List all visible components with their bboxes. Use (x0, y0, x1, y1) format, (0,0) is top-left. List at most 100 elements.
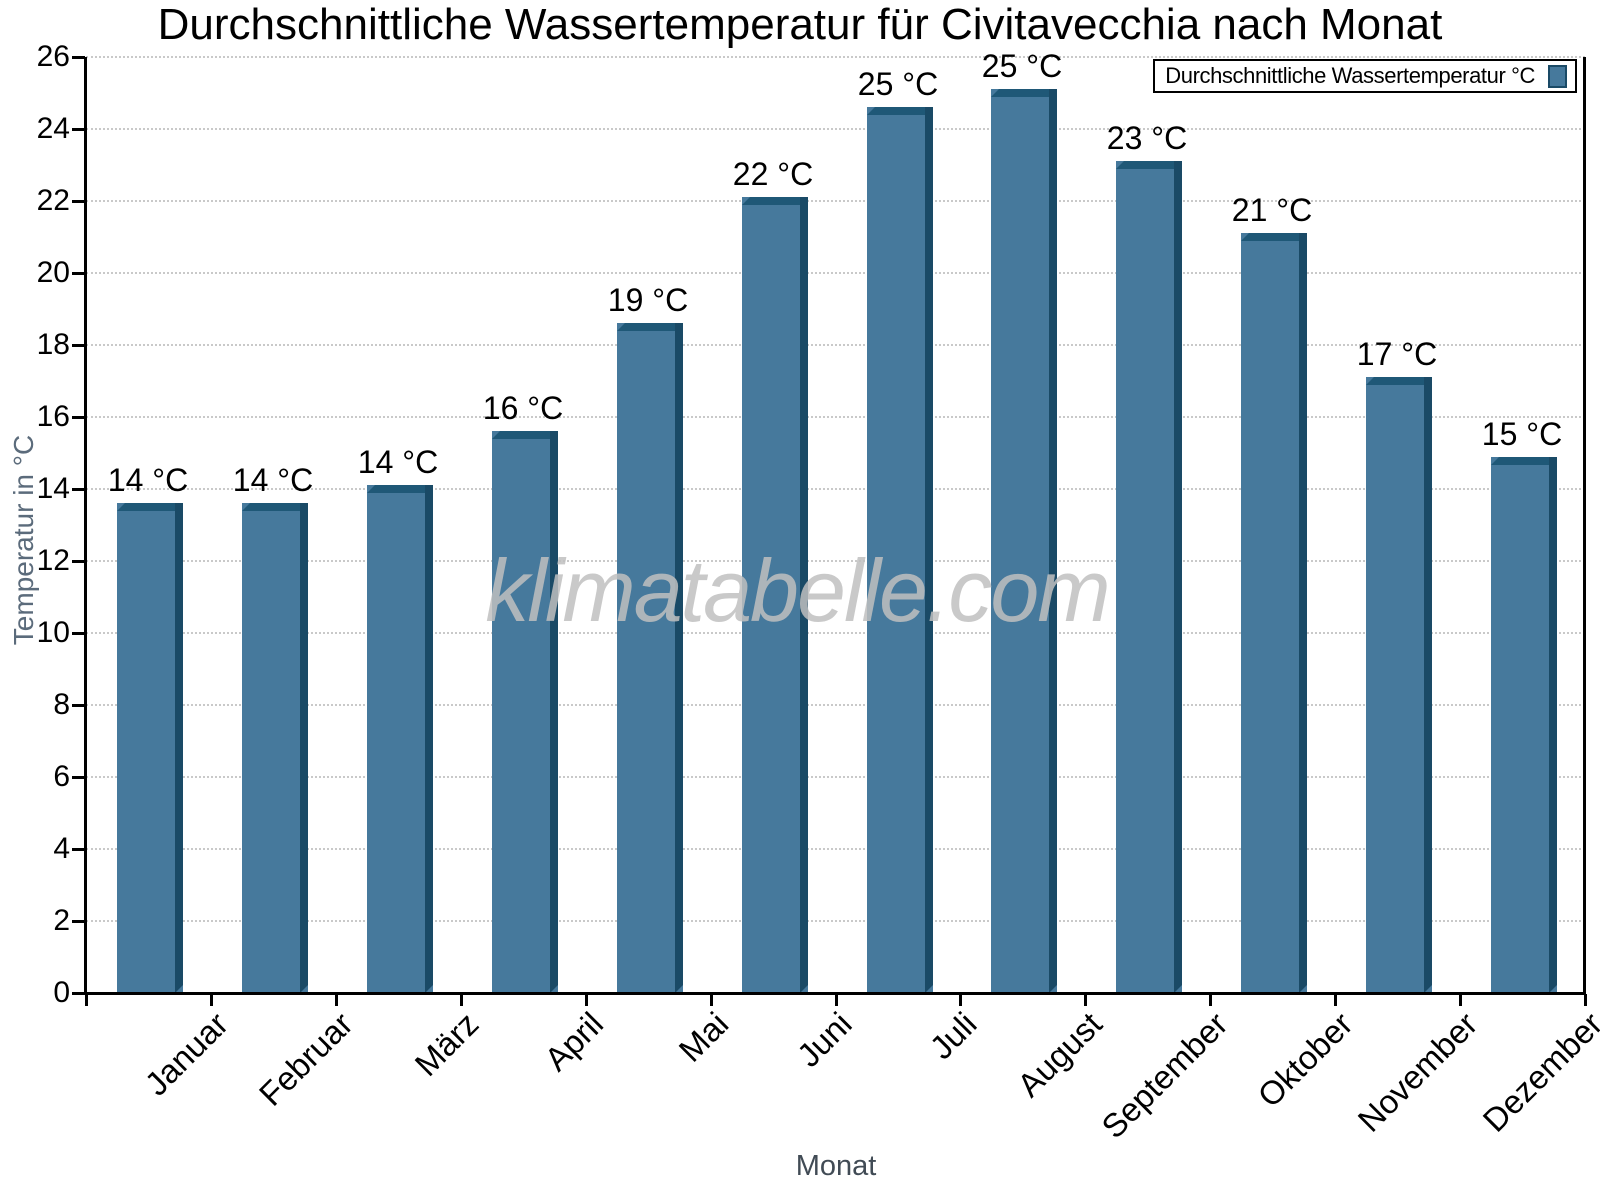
bar-top-edge (742, 197, 808, 205)
bar-right-edge (925, 107, 933, 993)
bar-value-label-oktober: 21 °C (1231, 192, 1313, 228)
y-tick-16 (72, 416, 85, 419)
x-axis-label-august: August (1010, 1005, 1110, 1104)
x-tick-10 (1334, 994, 1337, 1006)
gridline-12 (86, 560, 1585, 562)
y-tick-label-10: 10 (36, 616, 70, 649)
y-tick-label-6: 6 (53, 760, 70, 793)
bar-value-label-april: 16 °C (482, 390, 564, 426)
x-axis-label-marz: März (407, 1005, 486, 1084)
y-tick-label-4: 4 (53, 832, 70, 865)
y-tick-label-14: 14 (36, 472, 70, 505)
bar-value-label-august: 25 °C (981, 48, 1063, 84)
y-tick-14 (72, 488, 85, 491)
bar-value-label-februar: 14 °C (232, 462, 314, 498)
bar-value-label-marz: 14 °C (357, 444, 439, 480)
gridline-8 (86, 704, 1585, 706)
bar-top-edge (1241, 233, 1307, 241)
y-tick-10 (72, 632, 85, 635)
bar-right-edge (1549, 457, 1557, 993)
bar-top-edge (367, 485, 433, 493)
y-tick-label-26: 26 (36, 40, 70, 73)
bar-top-edge (1366, 377, 1432, 385)
x-axis-label-mai: Mai (671, 1005, 736, 1069)
legend: Durchschnittliche Wassertemperatur °C (1153, 59, 1577, 93)
y-tick-label-12: 12 (36, 544, 70, 577)
gridline-6 (86, 776, 1585, 778)
y-tick-12 (72, 560, 85, 563)
plot-area (86, 56, 1585, 993)
x-axis-label-januar: Januar (137, 1005, 236, 1103)
bar-august (991, 89, 1057, 993)
x-tick-2 (335, 994, 338, 1006)
y-tick-0 (72, 992, 85, 995)
y-tick-label-22: 22 (36, 184, 70, 217)
legend-label: Durchschnittliche Wassertemperatur °C (1165, 63, 1535, 88)
gridline-16 (86, 416, 1585, 418)
bar-februar (242, 503, 308, 993)
bar-top-edge (242, 503, 308, 511)
x-axis-label-juni: Juni (790, 1005, 860, 1074)
x-tick-5 (710, 994, 713, 1006)
y-tick-26 (72, 56, 85, 59)
bar-right-edge (550, 431, 558, 993)
bar-top-edge (117, 503, 183, 511)
bar-juli (867, 107, 933, 993)
bar-november (1366, 377, 1432, 993)
x-tick-6 (835, 994, 838, 1006)
y-tick-4 (72, 848, 85, 851)
x-tick-12 (1584, 994, 1587, 1006)
bar-marz (367, 485, 433, 993)
y-tick-6 (72, 776, 85, 779)
x-axis-label-juli: Juli (922, 1005, 985, 1067)
chart-title: Durchschnittliche Wassertemperatur für C… (157, 0, 1443, 49)
gridline-10 (86, 632, 1585, 634)
bar-top-edge (617, 323, 683, 331)
y-axis-line (84, 57, 87, 993)
x-tick-9 (1209, 994, 1212, 1006)
gridline-14 (86, 488, 1585, 490)
gridline-24 (86, 128, 1585, 130)
y-tick-20 (72, 272, 85, 275)
bar-dezember (1491, 457, 1557, 993)
x-axis-label-februar: Februar (252, 1005, 361, 1113)
x-tick-0 (85, 994, 88, 1006)
bar-april (492, 431, 558, 993)
y-tick-label-0: 0 (53, 976, 70, 1009)
bar-right-edge (1424, 377, 1432, 993)
gridline-18 (86, 344, 1585, 346)
bar-right-edge (675, 323, 683, 993)
bar-right-edge (175, 503, 183, 993)
bar-top-edge (492, 431, 558, 439)
x-tick-1 (210, 994, 213, 1006)
bar-top-edge (1491, 457, 1557, 465)
y-tick-24 (72, 128, 85, 131)
y-tick-2 (72, 920, 85, 923)
y-tick-18 (72, 344, 85, 347)
plot-right-border (1583, 57, 1586, 995)
y-tick-label-24: 24 (36, 112, 70, 145)
legend-swatch (1548, 64, 1567, 88)
gridline-22 (86, 200, 1585, 202)
x-tick-4 (585, 994, 588, 1006)
bar-value-label-juli: 25 °C (857, 66, 939, 102)
x-axis-label-november: November (1350, 1005, 1485, 1139)
x-tick-7 (959, 994, 962, 1006)
bar-top-edge (867, 107, 933, 115)
gridline-2 (86, 920, 1585, 922)
y-tick-label-18: 18 (36, 328, 70, 361)
x-tick-8 (1084, 994, 1087, 1006)
bar-top-edge (991, 89, 1057, 97)
bar-mai (617, 323, 683, 993)
bar-right-edge (1174, 161, 1182, 993)
x-axis-label-april: April (537, 1005, 611, 1078)
bar-oktober (1241, 233, 1307, 993)
bar-value-label-juni: 22 °C (732, 156, 814, 192)
gridline-26 (86, 56, 1585, 58)
bar-value-label-mai: 19 °C (607, 282, 689, 318)
gridline-4 (86, 848, 1585, 850)
y-tick-22 (72, 200, 85, 203)
x-axis-label-dezember: Dezember (1475, 1005, 1600, 1139)
y-tick-label-2: 2 (53, 904, 70, 937)
